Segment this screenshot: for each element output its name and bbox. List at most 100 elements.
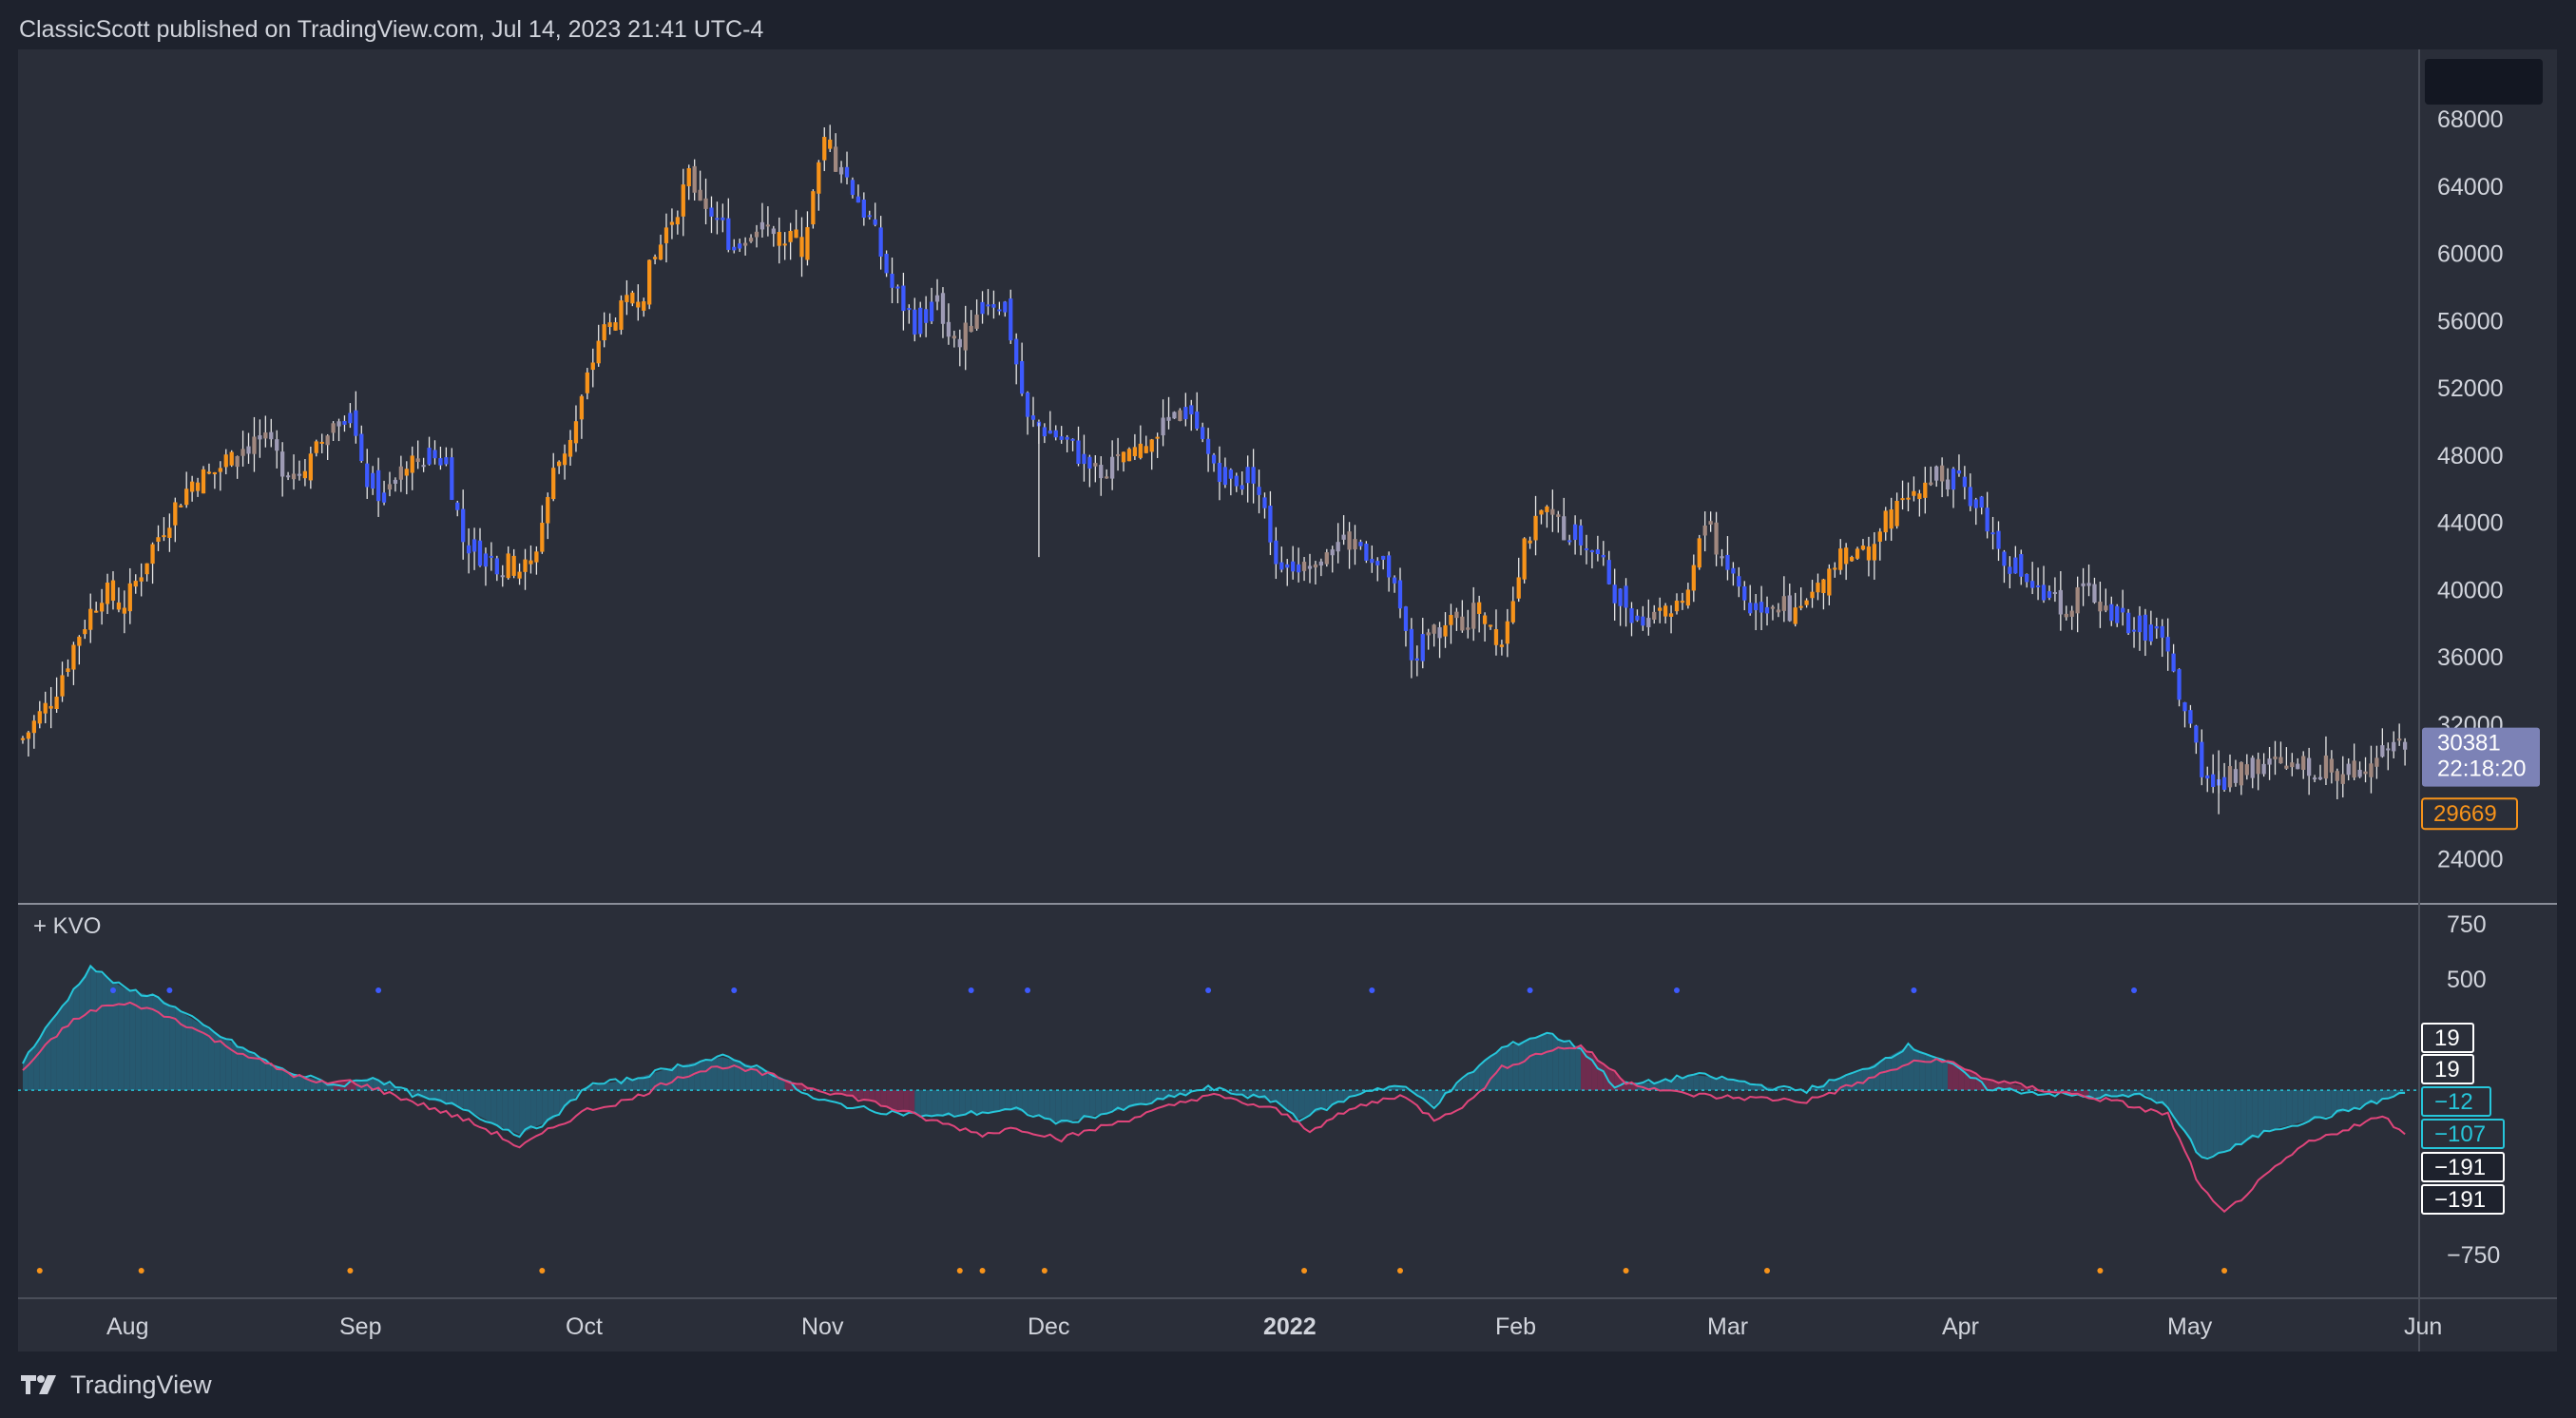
price-tick-label: 36000: [2437, 644, 2504, 671]
candle: [1211, 452, 1217, 472]
candle: [60, 661, 65, 702]
kvo-fill: [2207, 1090, 2214, 1158]
candle: [173, 497, 178, 543]
kvo-fill: [2348, 1090, 2355, 1110]
marker-price-badge[interactable]: [2421, 797, 2518, 831]
candle: [2002, 549, 2007, 584]
candle: [952, 330, 956, 348]
kvo-fill: [277, 1066, 283, 1091]
kvo-fill: [1829, 1080, 1836, 1091]
chart-canvas[interactable]: 68000 64000 60000 56000 52000 48000 44000 40000…: [18, 49, 2557, 1351]
candle: [771, 225, 776, 247]
price-axis[interactable]: 68000 64000 60000 56000 52000 48000 44000 40000…: [2421, 106, 2540, 872]
candle: [934, 278, 940, 311]
candle: [546, 492, 550, 540]
kvo-fill: [1558, 1038, 1565, 1091]
kvo-fill: [1067, 1090, 1073, 1122]
candle: [1466, 609, 1471, 639]
candle: [1866, 536, 1872, 577]
candle: [2397, 723, 2402, 746]
kvo-fill: [1112, 1090, 1119, 1112]
candle: [1754, 594, 1759, 631]
candle: [1804, 598, 1809, 608]
candle: [83, 620, 87, 640]
kvo-fill: [2263, 1090, 2270, 1133]
candle: [1691, 554, 1696, 603]
kvo-value-badge[interactable]: [2421, 1054, 2474, 1084]
candle: [1426, 628, 1431, 650]
kvo-value-badge[interactable]: [2421, 1086, 2491, 1117]
candle: [669, 208, 675, 240]
candle: [1341, 515, 1346, 546]
time-axis[interactable]: Aug Sep Oct Nov Dec 2022 Feb Mar Apr May Jun: [106, 1313, 2442, 1340]
kvo-value-badge[interactable]: [2421, 1119, 2505, 1149]
kvo-value-badge[interactable]: [2421, 1184, 2505, 1215]
candle: [506, 546, 510, 580]
kvo-fill: [1564, 1040, 1570, 1091]
candle: [2188, 704, 2193, 728]
kvo-value-badge[interactable]: [2421, 1023, 2474, 1053]
last-price-badge[interactable]: [2422, 727, 2540, 787]
kvo-signal-dot: [1041, 1268, 1048, 1274]
candle: [26, 730, 31, 757]
chart-frame[interactable]: 68000 64000 60000 56000 52000 48000 44000 40000…: [18, 49, 2557, 1351]
kvo-fill: [1512, 1042, 1519, 1091]
tradingview-logo-icon[interactable]: [19, 1373, 59, 1396]
candle: [895, 284, 900, 304]
candle: [2058, 570, 2063, 631]
kvo-fill: [214, 1032, 221, 1091]
kvo-fill: [2292, 1090, 2298, 1125]
kvo-fill: [655, 1070, 662, 1091]
candle: [1132, 433, 1138, 460]
candle: [2239, 761, 2244, 795]
kvo-value-badge[interactable]: [2421, 1152, 2505, 1182]
kvo-fill: [389, 1083, 395, 1091]
candle: [658, 234, 663, 260]
kvo-fill: [67, 990, 74, 1091]
kvo-fill: [1501, 1045, 1508, 1091]
candle: [1042, 423, 1048, 444]
kvo-fill: [1106, 1090, 1113, 1114]
time-tick-label: May: [2167, 1313, 2213, 1340]
candle: [2392, 731, 2396, 758]
candle: [1798, 587, 1803, 611]
symbol-badge[interactable]: [2425, 59, 2543, 105]
footer-brand[interactable]: TradingView: [70, 1370, 212, 1399]
candle: [1900, 480, 1905, 510]
kvo-signal-dot: [1911, 987, 1917, 993]
candle: [1618, 587, 1623, 626]
candle: [1138, 425, 1143, 460]
candle: [229, 450, 234, 468]
candle: [1652, 604, 1657, 624]
candle: [336, 418, 341, 442]
candle: [2278, 741, 2283, 764]
kvo-signal-line: [22, 1001, 2406, 1214]
candle: [212, 471, 218, 489]
kvo-fill: [999, 1090, 1006, 1112]
kvo-fill: [1987, 1079, 1993, 1091]
kvo-fill: [85, 967, 91, 1091]
kvo-fill: [2190, 1090, 2197, 1151]
candle: [2284, 747, 2289, 771]
kvo-fill: [525, 1090, 531, 1132]
kvo-fill: [1716, 1077, 1722, 1091]
candle: [1109, 440, 1115, 490]
kvo-signal-dot: [1623, 1268, 1629, 1274]
kvo-fill: [2382, 1090, 2389, 1101]
candle: [997, 301, 1002, 316]
candle: [1274, 527, 1278, 580]
candle: [2177, 668, 2182, 707]
candle: [754, 224, 759, 248]
kvo-value-label: −12: [2434, 1089, 2473, 1115]
kvo-fill: [632, 1077, 639, 1091]
kvo-fill: [2111, 1090, 2118, 1098]
candle: [162, 517, 166, 542]
candle: [156, 525, 161, 551]
kvo-fill: [485, 1090, 491, 1123]
kvo-fill: [1942, 1059, 1949, 1091]
candle: [1505, 608, 1509, 658]
kvo-fill: [604, 1082, 610, 1091]
kvo-signal-dot: [166, 987, 173, 993]
kvo-indicator-label[interactable]: + KVO: [33, 913, 101, 939]
